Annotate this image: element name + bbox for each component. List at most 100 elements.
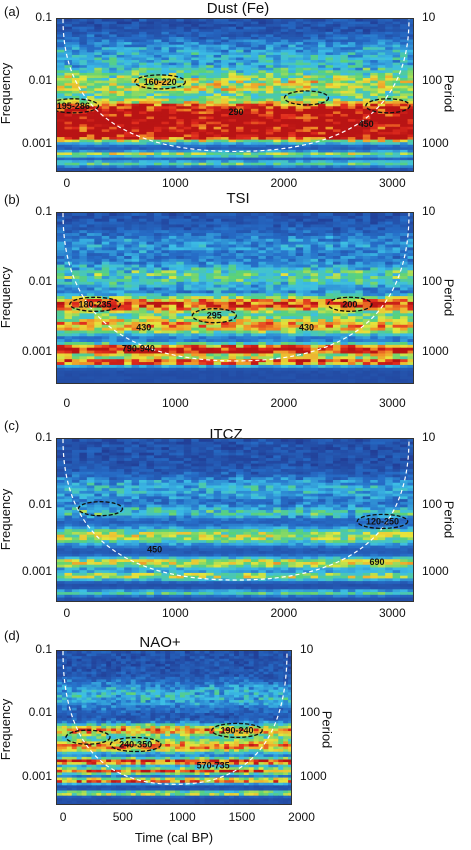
heatmap-cell <box>101 170 110 171</box>
heatmap-cell <box>347 19 356 23</box>
heatmap-cell <box>116 124 125 128</box>
heatmap-cell <box>109 29 118 33</box>
heatmap-cell <box>355 238 364 243</box>
heatmap-cell <box>79 29 88 33</box>
heatmap-cell <box>310 250 319 254</box>
heatmap-cell <box>168 218 177 223</box>
heatmap-cell <box>131 83 140 87</box>
heatmap-cell <box>176 103 185 107</box>
heatmap-cell <box>392 157 401 161</box>
heatmap-cell <box>370 235 379 240</box>
heatmap-cell <box>258 264 267 269</box>
heatmap-cell <box>340 60 349 64</box>
heatmap-cell <box>236 319 245 323</box>
heatmap-cell <box>228 139 237 143</box>
heatmap-cell <box>176 142 185 146</box>
heatmap-cell <box>288 60 297 64</box>
heatmap-cell <box>310 247 319 251</box>
heatmap-cell <box>377 301 386 306</box>
heatmap-cell <box>370 139 379 143</box>
heatmap-cell <box>221 256 230 260</box>
heatmap-cell <box>124 142 133 146</box>
heatmap-cell <box>124 65 133 69</box>
heatmap-cell <box>228 218 237 223</box>
heatmap-cell <box>332 57 342 61</box>
heatmap-cell <box>325 273 334 277</box>
heatmap-cell <box>407 313 413 317</box>
heatmap-cell <box>206 131 215 136</box>
heatmap-cell <box>206 336 215 340</box>
heatmap-cell <box>183 131 192 136</box>
heatmap-cell <box>131 290 140 294</box>
heatmap-cell <box>168 98 177 102</box>
heatmap-cell <box>161 261 170 266</box>
heatmap-cell <box>318 72 327 77</box>
heatmap-cell <box>198 333 207 337</box>
heatmap-cell <box>303 304 312 309</box>
heatmap-cell <box>168 96 177 100</box>
heatmap-cell <box>265 281 274 286</box>
heatmap-cell <box>250 313 259 317</box>
heatmap-cell <box>392 230 401 234</box>
heatmap-cell <box>139 160 148 164</box>
heatmap-cell <box>265 327 274 332</box>
heatmap-cell <box>228 253 237 257</box>
heatmap-cell <box>280 281 289 286</box>
heatmap-cell <box>325 96 334 100</box>
heatmap-cell <box>139 121 148 125</box>
heatmap-cell <box>191 313 200 317</box>
heatmap-cell <box>124 116 133 120</box>
heatmap-cell <box>79 152 88 156</box>
heatmap-cell <box>79 34 88 38</box>
heatmap-cell <box>124 273 133 277</box>
heatmap-cell <box>318 54 327 59</box>
heatmap-cell <box>407 256 413 260</box>
heatmap-cell <box>153 261 163 266</box>
heatmap-cell <box>273 253 282 257</box>
heatmap-cell <box>325 155 334 159</box>
heatmap-cell <box>340 307 349 312</box>
heatmap-cell <box>191 284 200 289</box>
heatmap-cell <box>310 258 319 263</box>
heatmap-cell <box>400 250 409 254</box>
heatmap-cell <box>273 75 282 79</box>
heatmap-cell <box>303 106 312 110</box>
heatmap-cell <box>213 170 222 171</box>
heatmap-cell <box>265 96 274 100</box>
heatmap-cell <box>139 44 148 48</box>
heatmap-cell <box>407 330 413 334</box>
heatmap-cell <box>221 62 230 66</box>
heatmap-cell <box>124 290 133 294</box>
heatmap-cell <box>236 98 245 102</box>
heatmap-cell <box>206 258 215 263</box>
heatmap-cell <box>392 319 401 323</box>
heatmap-cell <box>385 62 394 66</box>
heatmap-cell <box>407 78 413 82</box>
heatmap-cell <box>332 113 342 118</box>
heatmap-cell <box>385 264 394 269</box>
heatmap-cell <box>377 142 386 146</box>
heatmap-cell <box>168 287 177 291</box>
heatmap-cell <box>221 307 230 312</box>
heatmap-cell <box>392 124 401 128</box>
heatmap-cell <box>101 218 110 223</box>
heatmap-cell <box>243 111 252 115</box>
heatmap-cell <box>168 93 177 97</box>
heatmap-cell <box>116 281 125 286</box>
heatmap-cell <box>377 19 386 23</box>
heatmap-cell <box>318 85 327 89</box>
heatmap-cell <box>213 258 222 263</box>
heatmap-cell <box>109 83 118 87</box>
heatmap-cell <box>347 34 356 38</box>
heatmap-cell <box>392 21 401 25</box>
heatmap-cell <box>153 284 163 289</box>
heatmap-cell <box>325 47 334 51</box>
heatmap-cell <box>265 52 274 56</box>
heatmap-cell <box>295 301 304 306</box>
heatmap-cell <box>57 319 66 323</box>
heatmap-cell <box>139 78 148 82</box>
heatmap-cell <box>303 54 312 59</box>
heatmap-cell <box>377 80 386 84</box>
heatmap-cell <box>295 227 304 231</box>
heatmap-cell <box>236 170 245 171</box>
